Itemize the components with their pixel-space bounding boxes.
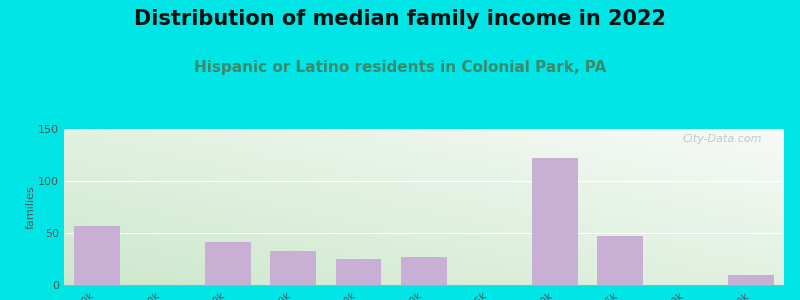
Text: City-Data.com: City-Data.com [683,134,762,144]
Y-axis label: families: families [26,185,35,229]
Bar [74,226,120,285]
Bar [532,158,578,285]
Bar [270,251,316,285]
Bar [336,259,382,285]
Text: Hispanic or Latino residents in Colonial Park, PA: Hispanic or Latino residents in Colonial… [194,60,606,75]
Text: Distribution of median family income in 2022: Distribution of median family income in … [134,9,666,29]
Bar [205,242,250,285]
Bar [728,274,774,285]
Bar [598,236,643,285]
Bar [401,257,447,285]
